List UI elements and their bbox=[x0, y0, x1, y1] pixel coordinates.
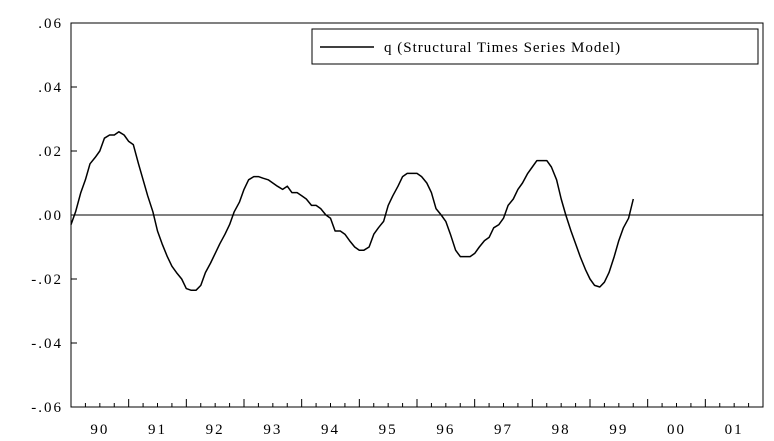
x-tick-label: 99 bbox=[609, 422, 628, 438]
series-line bbox=[70, 131, 635, 291]
x-tick-label: 90 bbox=[90, 422, 109, 438]
y-tick-label: .02 bbox=[38, 144, 63, 160]
legend-label: q (Structural Times Series Model) bbox=[384, 40, 621, 56]
x-tick-label: 92 bbox=[206, 422, 225, 438]
legend: q (Structural Times Series Model) bbox=[311, 28, 759, 65]
y-axis: .06 .04 .02 .00 -.02 -.04 -.06 bbox=[31, 16, 77, 416]
x-tick-label: 91 bbox=[148, 422, 167, 438]
x-tick-label: 00 bbox=[667, 422, 686, 438]
x-tick-label: 01 bbox=[725, 422, 744, 438]
y-tick-label: .00 bbox=[38, 208, 63, 224]
legend-box bbox=[311, 28, 759, 65]
y-tick-label: .06 bbox=[38, 16, 63, 32]
x-tick-label: 96 bbox=[436, 422, 455, 438]
y-tick-label: -.02 bbox=[31, 272, 63, 288]
y-tick-label: -.06 bbox=[31, 400, 63, 416]
x-tick-label: 95 bbox=[379, 422, 398, 438]
x-tick-label: 98 bbox=[552, 422, 571, 438]
y-tick-label: .04 bbox=[38, 80, 63, 96]
x-tick-label: 93 bbox=[263, 422, 282, 438]
x-axis: 90 91 92 93 94 95 96 97 98 99 00 01 bbox=[70, 399, 750, 438]
y-tick-label: -.04 bbox=[31, 336, 63, 352]
x-tick-label: 94 bbox=[321, 422, 340, 438]
x-tick-label: 97 bbox=[494, 422, 513, 438]
